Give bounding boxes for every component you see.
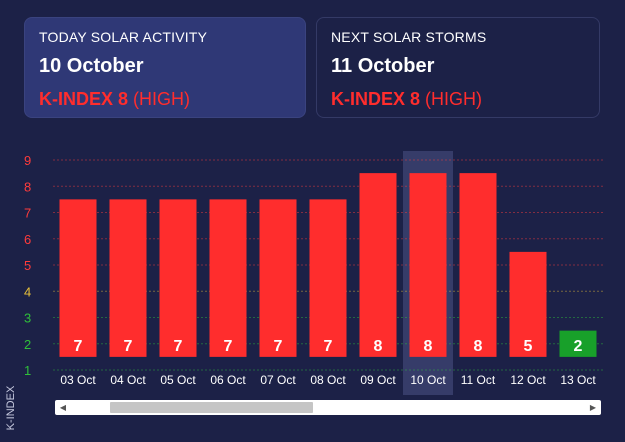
- bar-value-label: 7: [324, 338, 333, 355]
- bar-value-label: 7: [274, 338, 283, 355]
- kindex-bar-chart: 1 2 3 4 5 6 7 8 9 7 03 Oct 7 04 Oct 7 05 Oct 7 06 Oct 7 07…: [24, 151, 603, 395]
- x-tick-label: 05 Oct: [160, 373, 196, 387]
- today-label: TODAY SOLAR ACTIVITY: [39, 29, 208, 45]
- next-date: 11 October: [331, 55, 435, 77]
- x-tick-label: 04 Oct: [110, 373, 146, 387]
- x-tick-label: 03 Oct: [60, 373, 96, 387]
- bar-value-label: 7: [124, 338, 133, 355]
- y-tick-label: 6: [24, 232, 31, 247]
- today-date: 10 October: [39, 55, 144, 77]
- bar-value-label: 2: [574, 338, 583, 355]
- bar-value-label: 8: [374, 338, 383, 355]
- x-tick-label: 09 Oct: [360, 373, 396, 387]
- today-activity-card: TODAY SOLAR ACTIVITY 10 October K-INDEX …: [24, 17, 306, 118]
- y-tick-label: 5: [24, 258, 31, 273]
- bar: [259, 199, 297, 357]
- bar: [509, 251, 547, 357]
- bar: [59, 199, 97, 357]
- bar-value-label: 7: [174, 338, 183, 355]
- arrow-right-icon[interactable]: ▶: [589, 403, 597, 412]
- chart-scrollbar[interactable]: ◀ ▶: [55, 400, 601, 415]
- bar: [309, 199, 347, 357]
- x-tick-label: 10 Oct: [410, 373, 446, 387]
- scrollbar-thumb[interactable]: [110, 402, 313, 413]
- bar-value-label: 5: [524, 338, 533, 355]
- next-kindex: K-INDEX 8: [331, 89, 421, 109]
- x-tick-label: 13 Oct: [560, 373, 596, 387]
- bar: [109, 199, 147, 357]
- y-tick-label: 3: [24, 311, 31, 326]
- y-axis-label: K-INDEX: [5, 385, 17, 431]
- y-tick-label: 1: [24, 363, 31, 378]
- arrow-left-icon[interactable]: ◀: [59, 403, 67, 412]
- today-level: (HIGH): [133, 89, 191, 109]
- bar-value-label: 7: [74, 338, 83, 355]
- x-tick-label: 12 Oct: [510, 373, 546, 387]
- next-kindex-line: K-INDEX 8 (HIGH): [331, 89, 585, 110]
- bar: [159, 199, 197, 357]
- today-kindex: K-INDEX 8: [39, 89, 129, 109]
- bar-value-label: 8: [474, 338, 483, 355]
- bar: [209, 199, 247, 357]
- bar-value-label: 8: [424, 338, 433, 355]
- bar: [359, 173, 397, 357]
- today-kindex-line: K-INDEX 8 (HIGH): [39, 89, 291, 110]
- y-tick-label: 9: [24, 153, 31, 168]
- bar: [459, 173, 497, 357]
- bar-value-label: 7: [224, 338, 233, 355]
- next-level: (HIGH): [425, 89, 483, 109]
- x-tick-label: 08 Oct: [310, 373, 346, 387]
- x-tick-label: 06 Oct: [210, 373, 246, 387]
- bar: [559, 330, 597, 357]
- next-label: NEXT SOLAR STORMS: [331, 29, 487, 45]
- bar: [409, 173, 447, 357]
- next-storms-card: NEXT SOLAR STORMS 11 October K-INDEX 8 (…: [316, 17, 600, 118]
- y-tick-label: 8: [24, 179, 31, 194]
- x-tick-label: 11 Oct: [461, 373, 496, 387]
- y-tick-label: 4: [24, 284, 31, 299]
- y-tick-label: 2: [24, 337, 31, 352]
- y-tick-label: 7: [24, 206, 31, 221]
- x-tick-label: 07 Oct: [260, 373, 296, 387]
